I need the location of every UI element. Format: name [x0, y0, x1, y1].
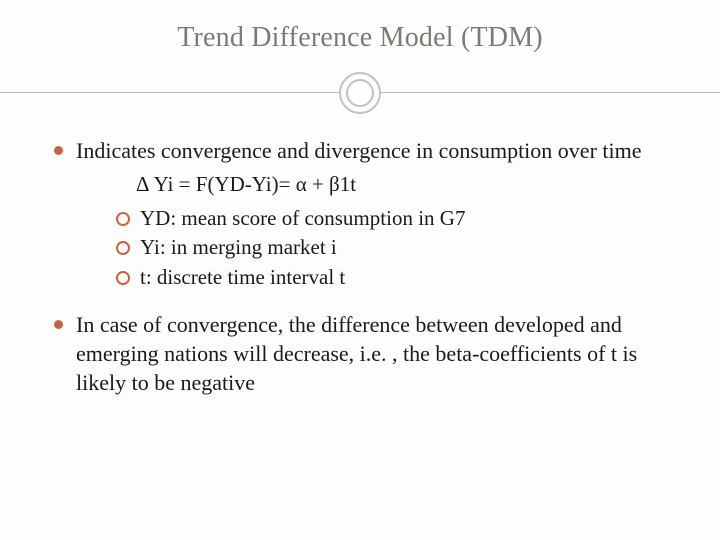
- sub-bullet-item: Yi: in merging market i: [116, 234, 680, 262]
- formula-line: Δ Yi = F(YD-Yi)= α + β1t: [136, 171, 680, 199]
- slide-body: Indicates convergence and divergence in …: [0, 124, 720, 397]
- bullet-text: In case of convergence, the difference b…: [76, 312, 637, 395]
- sub-bullet-item: t: discrete time interval t: [116, 264, 680, 292]
- bullet-item: In case of convergence, the difference b…: [54, 310, 680, 397]
- ring-ornament: [339, 72, 381, 114]
- slide-title: Trend Difference Model (TDM): [0, 0, 720, 68]
- title-rule: [0, 68, 720, 124]
- bullet-text: Indicates convergence and divergence in …: [76, 138, 642, 163]
- sub-bullet-item: YD: mean score of consumption in G7: [116, 205, 680, 233]
- bullet-item: Indicates convergence and divergence in …: [54, 136, 680, 292]
